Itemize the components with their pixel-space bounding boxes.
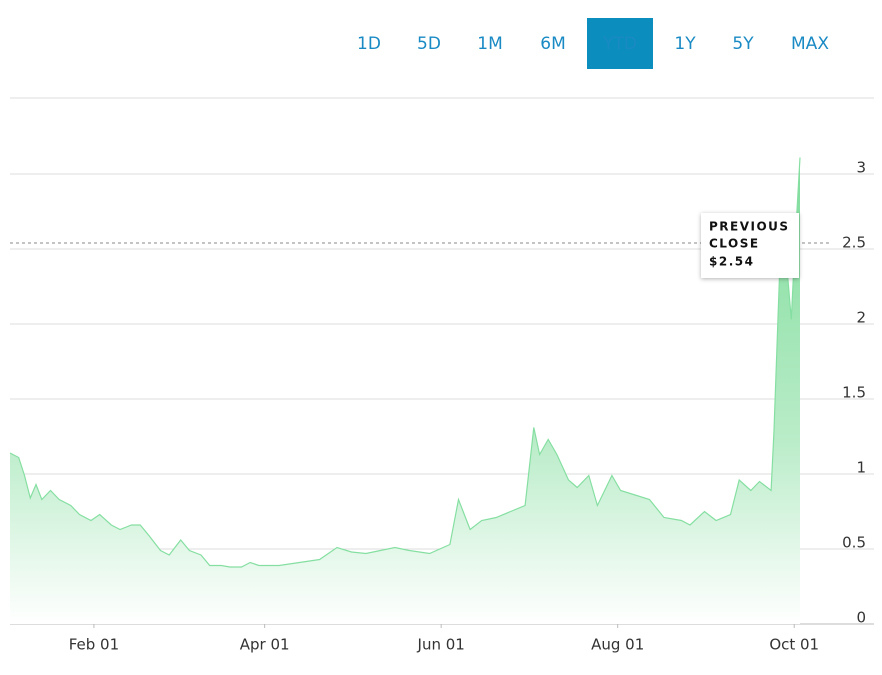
range-button[interactable]: 1M	[477, 34, 502, 54]
tooltip-value: $2.54	[709, 255, 754, 269]
y-tick-label: 0	[856, 609, 866, 627]
range-button[interactable]: 1Y	[674, 34, 696, 54]
range-button[interactable]: YTD	[602, 34, 637, 54]
range-button[interactable]: MAX	[791, 34, 829, 54]
x-tick-label: Oct 01	[769, 636, 819, 654]
y-tick-label: 0.5	[842, 534, 866, 552]
y-tick-label: 2.5	[842, 234, 866, 252]
tooltip-label: CLOSE	[709, 237, 760, 251]
tooltip-box	[701, 213, 799, 278]
x-tick-label: Jun 01	[417, 636, 465, 654]
x-tick-label: Aug 01	[591, 636, 644, 654]
y-tick-label: 2	[856, 309, 866, 327]
tooltip-label: PREVIOUS	[709, 220, 790, 234]
selected-button[interactable]	[587, 18, 653, 69]
x-tick-label: Apr 01	[240, 636, 290, 654]
y-tick-label: 3	[856, 159, 866, 177]
range-button[interactable]: 1D	[357, 34, 381, 54]
area-fill	[10, 157, 800, 624]
range-button[interactable]: 5Y	[732, 34, 754, 54]
range-button[interactable]: 5D	[417, 34, 441, 54]
y-tick-label: 1	[856, 459, 866, 477]
area-line	[9, 157, 801, 568]
range-button[interactable]: 6M	[540, 34, 565, 54]
x-tick-label: Feb 01	[69, 636, 119, 654]
y-tick-label: 1.5	[842, 384, 866, 402]
